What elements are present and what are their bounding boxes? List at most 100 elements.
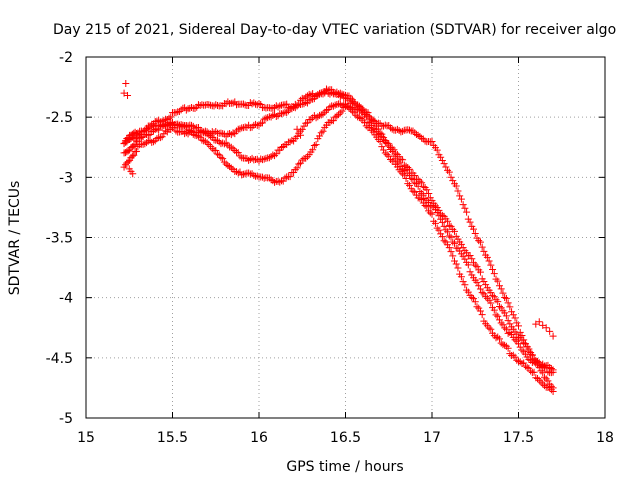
data-point <box>213 150 221 158</box>
data-point <box>425 189 433 197</box>
data-point <box>137 134 145 142</box>
data-point <box>495 302 503 310</box>
data-point <box>302 99 310 107</box>
data-point <box>509 311 517 319</box>
data-point <box>291 166 299 174</box>
data-point <box>124 92 132 100</box>
data-point <box>457 195 465 203</box>
data-point <box>144 125 152 133</box>
data-point <box>482 281 490 289</box>
data-point <box>502 294 510 302</box>
data-point <box>258 156 266 164</box>
data-point <box>236 125 244 133</box>
data-point <box>495 316 503 324</box>
data-point <box>418 189 426 197</box>
axis-ticks <box>85 56 606 419</box>
data-point <box>450 227 458 235</box>
data-point <box>309 95 317 103</box>
data-point <box>473 263 481 271</box>
data-point <box>229 145 237 153</box>
data-point <box>130 151 138 159</box>
data-point <box>406 181 414 189</box>
data-point <box>122 79 130 87</box>
data-point <box>418 179 426 187</box>
data-point <box>449 252 457 260</box>
data-point <box>539 363 547 371</box>
data-point <box>487 261 495 269</box>
data-point <box>487 299 495 307</box>
data-point <box>442 226 450 234</box>
data-point <box>303 92 311 100</box>
data-point <box>283 109 291 117</box>
data-point <box>129 170 137 178</box>
data-point <box>473 303 481 311</box>
data-point <box>144 131 152 139</box>
data-point <box>483 253 491 261</box>
data-point <box>489 265 497 273</box>
data-point <box>499 341 507 349</box>
y-axis-title: SDTVAR / TECUs <box>7 181 23 296</box>
data-point <box>345 104 353 112</box>
data-point <box>504 299 512 307</box>
data-point <box>466 268 474 276</box>
data-point <box>314 113 322 121</box>
data-point <box>520 339 528 347</box>
data-point <box>227 164 235 172</box>
data-point <box>272 150 280 158</box>
data-point <box>447 173 455 181</box>
data-point <box>386 156 394 164</box>
data-point <box>433 146 441 154</box>
data-point <box>348 96 356 104</box>
data-point <box>255 100 263 108</box>
data-point <box>444 217 452 225</box>
data-point <box>307 115 315 123</box>
data-point <box>466 218 474 226</box>
data-point <box>511 336 519 344</box>
data-point <box>220 158 228 166</box>
data-point <box>454 187 462 195</box>
data-point <box>317 129 325 137</box>
data-point <box>328 89 336 97</box>
data-point <box>502 312 510 320</box>
data-point <box>362 113 370 121</box>
data-point <box>207 132 215 140</box>
data-point <box>459 278 467 286</box>
data-point <box>516 343 524 351</box>
data-point <box>212 147 220 155</box>
data-point <box>406 165 414 173</box>
data-point <box>260 115 268 123</box>
data-point <box>445 221 453 229</box>
data-point <box>478 243 486 251</box>
data-point <box>182 106 190 114</box>
data-point <box>463 208 471 216</box>
data-point <box>471 261 479 269</box>
y-tick-label: -3 <box>59 170 73 186</box>
data-point <box>463 286 471 294</box>
data-point <box>295 160 303 168</box>
data-point <box>494 298 502 306</box>
data-point <box>267 153 275 161</box>
data-point <box>354 106 362 114</box>
data-point <box>213 136 221 144</box>
data-point <box>302 119 310 127</box>
data-point <box>487 325 495 333</box>
data-point <box>177 121 185 129</box>
data-point <box>367 126 375 134</box>
data-point <box>539 380 547 388</box>
data-point <box>340 91 348 99</box>
data-point <box>322 106 330 114</box>
data-point <box>158 123 166 131</box>
data-point <box>297 131 305 139</box>
data-point <box>302 154 310 162</box>
data-point <box>454 264 462 272</box>
data-point <box>272 113 280 121</box>
data-point <box>149 138 157 146</box>
y-tick-label: -2 <box>59 50 73 66</box>
data-point <box>340 103 348 111</box>
data-point <box>527 367 535 375</box>
data-point <box>511 314 519 322</box>
data-point <box>516 358 524 366</box>
data-point <box>181 122 189 130</box>
data-point <box>172 109 180 117</box>
data-point <box>381 149 389 157</box>
